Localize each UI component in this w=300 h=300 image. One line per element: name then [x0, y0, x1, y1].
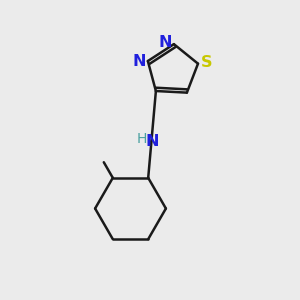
Text: N: N	[159, 35, 172, 50]
Text: N: N	[133, 54, 146, 69]
Text: N: N	[146, 134, 159, 149]
Text: H: H	[136, 132, 147, 146]
Text: S: S	[201, 55, 212, 70]
